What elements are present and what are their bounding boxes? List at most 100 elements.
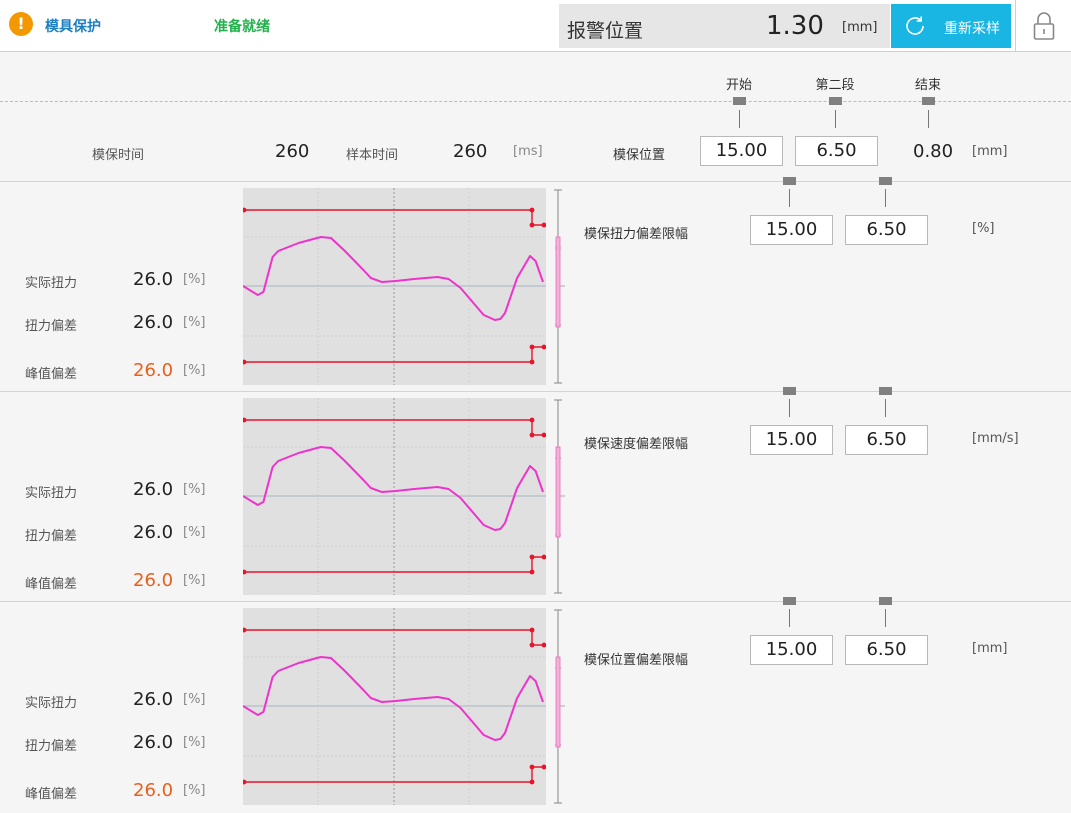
torque-deviation-value: 26.0 [133, 522, 174, 543]
peak-deviation-unit: [%] [183, 573, 206, 588]
limit-second-handle[interactable] [879, 387, 892, 395]
vertical-scale [554, 399, 565, 594]
limit-start-input[interactable]: 15.00 [750, 635, 833, 665]
deviation-limit-label: 模保速度偏差限幅 [584, 437, 689, 452]
torque-deviation-unit: [%] [183, 315, 206, 330]
resample-button[interactable]: 重新采样 [891, 4, 1011, 48]
deviation-limit-label: 模保扭力偏差限幅 [584, 227, 689, 242]
limit-start-handle[interactable] [783, 177, 796, 185]
limit-start-input[interactable]: 15.00 [750, 425, 833, 455]
chart-canvas [243, 188, 546, 385]
start-handle[interactable] [733, 97, 746, 105]
limit-second-marker [885, 609, 886, 627]
alarm-position-box: 报警位置 1.30 [mm] [559, 4, 890, 48]
mold-protect-time-label: 模保时间 [92, 148, 145, 163]
peak-deviation-unit: [%] [183, 363, 206, 378]
position-start-input[interactable]: 15.00 [700, 136, 783, 166]
position-second-input[interactable]: 6.50 [795, 136, 878, 166]
warning-icon: ! [9, 12, 33, 36]
end-marker-line [928, 110, 929, 128]
position-unit: [mm] [972, 144, 1008, 159]
lower-limit-line [243, 344, 546, 365]
end-handle[interactable] [922, 97, 935, 105]
status-text: 准备就绪 [214, 19, 270, 35]
peak-deviation-value: 26.0 [133, 780, 174, 801]
torque-curve [243, 656, 544, 741]
lower-limit-line [243, 554, 546, 575]
column-header-second: 第二段 [815, 78, 855, 93]
refresh-icon [906, 16, 924, 35]
resample-label: 重新采样 [944, 21, 1000, 37]
chart-grid [243, 398, 546, 595]
deviation-chart [243, 608, 546, 805]
sample-time-value: 260 [453, 141, 488, 162]
mold-protect-time-value: 260 [275, 141, 310, 162]
lower-limit-line [243, 764, 546, 785]
chart-canvas [243, 398, 546, 595]
actual-torque-label: 实际扭力 [25, 486, 78, 501]
sample-time-label: 样本时间 [346, 148, 399, 163]
deviation-chart [243, 398, 546, 595]
vertical-scale [554, 189, 565, 384]
header-bar: ! 模具保护 准备就绪 报警位置 1.30 [mm] 重新采样 [0, 0, 1071, 52]
deviation-limit-label: 模保位置偏差限幅 [584, 653, 689, 668]
actual-torque-unit: [%] [183, 272, 206, 287]
panel-divider [0, 391, 1071, 392]
peak-deviation-unit: [%] [183, 783, 206, 798]
monitor-panel: 实际扭力 26.0 [%] 扭力偏差 26.0 [%] 峰值偏差 26.0 [%… [0, 597, 1071, 812]
limit-second-marker [885, 189, 886, 207]
limit-start-handle[interactable] [783, 597, 796, 605]
torque-curve [243, 446, 544, 531]
torque-deviation-unit: [%] [183, 525, 206, 540]
second-handle[interactable] [829, 97, 842, 105]
deviation-chart [243, 188, 546, 385]
torque-deviation-unit: [%] [183, 735, 206, 750]
mold-position-label: 模保位置 [613, 148, 666, 163]
upper-limit-line [243, 207, 546, 228]
monitor-panel: 实际扭力 26.0 [%] 扭力偏差 26.0 [%] 峰值偏差 26.0 [%… [0, 177, 1071, 392]
peak-deviation-label: 峰值偏差 [25, 367, 78, 382]
peak-deviation-label: 峰值偏差 [25, 577, 78, 592]
actual-torque-value: 26.0 [133, 269, 174, 290]
lock-button[interactable] [1015, 0, 1071, 52]
peak-deviation-label: 峰值偏差 [25, 787, 78, 802]
time-unit: [ms] [513, 144, 543, 159]
limit-second-input[interactable]: 6.50 [845, 425, 928, 455]
column-header-start: 开始 [725, 78, 752, 93]
divider [0, 181, 1071, 182]
actual-torque-value: 26.0 [133, 689, 174, 710]
divider-dashed [0, 101, 1071, 102]
torque-deviation-label: 扭力偏差 [25, 739, 78, 754]
alarm-position-label: 报警位置 [567, 20, 644, 42]
limit-start-marker [789, 609, 790, 627]
torque-deviation-value: 26.0 [133, 732, 174, 753]
limit-start-marker [789, 399, 790, 417]
padlock-icon [1033, 12, 1055, 40]
chart-canvas [243, 608, 546, 805]
monitor-panel: 实际扭力 26.0 [%] 扭力偏差 26.0 [%] 峰值偏差 26.0 [%… [0, 387, 1071, 602]
limit-start-handle[interactable] [783, 387, 796, 395]
limit-second-input[interactable]: 6.50 [845, 215, 928, 245]
torque-deviation-value: 26.0 [133, 312, 174, 333]
chart-grid [243, 608, 546, 805]
second-marker-line [835, 110, 836, 128]
panel-divider [0, 601, 1071, 602]
actual-torque-label: 实际扭力 [25, 276, 78, 291]
torque-curve [243, 236, 544, 321]
limit-second-handle[interactable] [879, 177, 892, 185]
chart-grid [243, 188, 546, 385]
actual-torque-unit: [%] [183, 482, 206, 497]
page-title: 模具保护 [45, 19, 101, 35]
limit-start-marker [789, 189, 790, 207]
limit-second-handle[interactable] [879, 597, 892, 605]
peak-deviation-value: 26.0 [133, 360, 174, 381]
limit-start-input[interactable]: 15.00 [750, 215, 833, 245]
actual-torque-unit: [%] [183, 692, 206, 707]
peak-deviation-value: 26.0 [133, 570, 174, 591]
limit-unit: [%] [972, 221, 995, 236]
position-end-value: 0.80 [913, 141, 954, 162]
actual-torque-label: 实际扭力 [25, 696, 78, 711]
limit-second-input[interactable]: 6.50 [845, 635, 928, 665]
torque-deviation-label: 扭力偏差 [25, 319, 78, 334]
start-marker-line [739, 110, 740, 128]
